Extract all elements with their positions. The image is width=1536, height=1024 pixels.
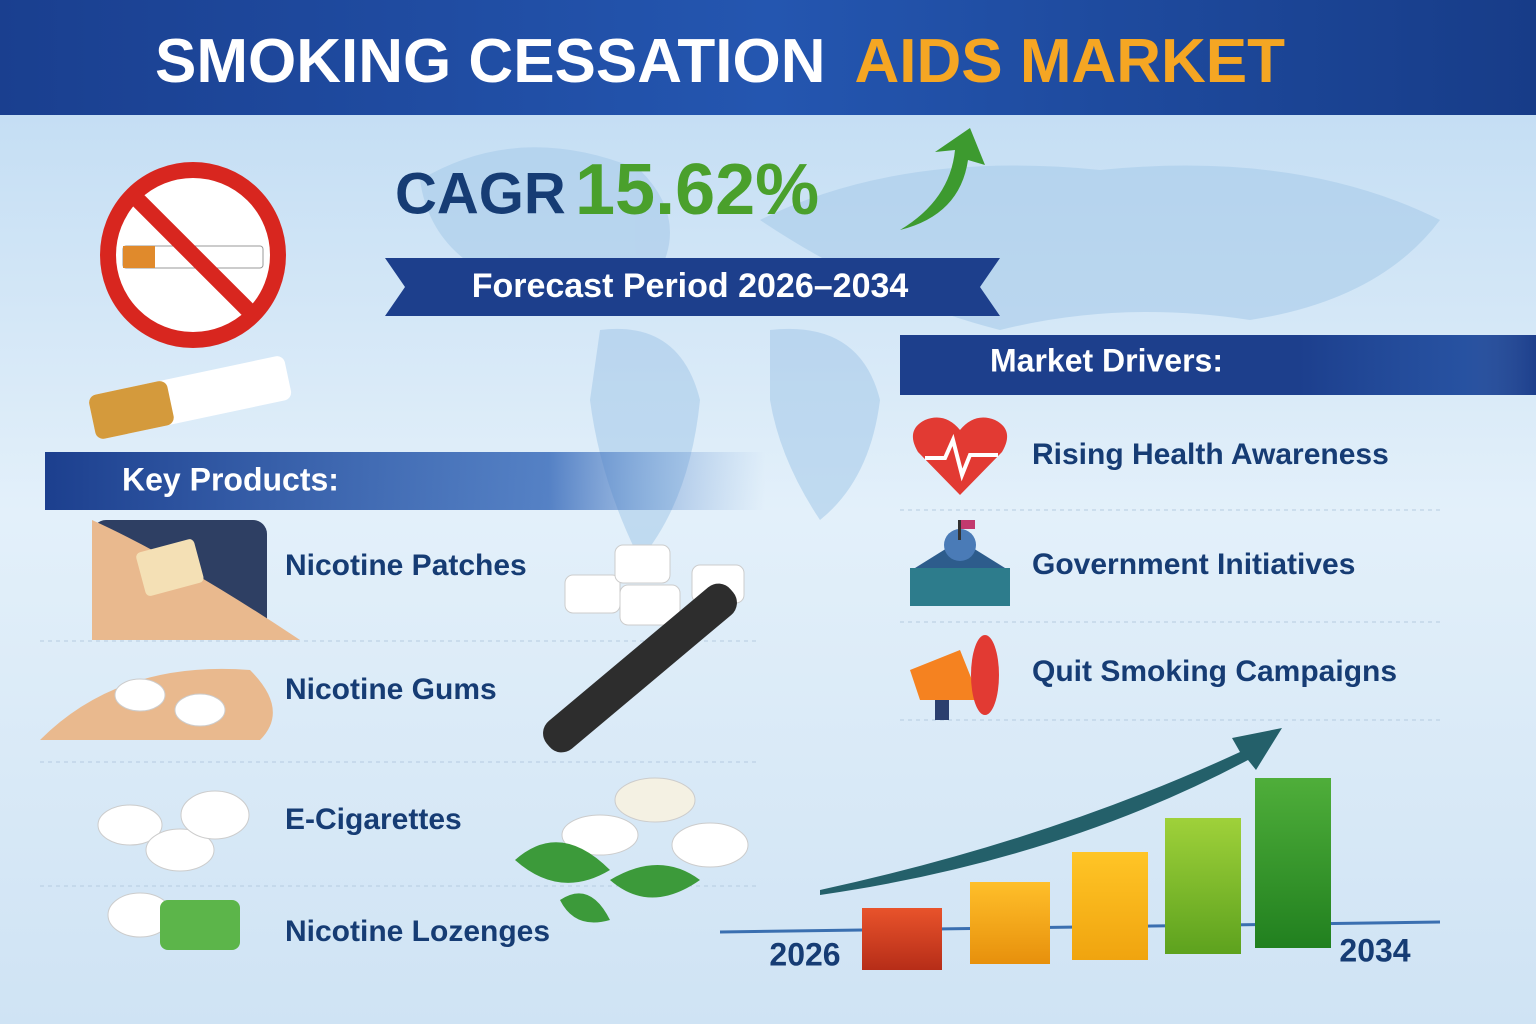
driver-item: Quit Smoking Campaigns	[1032, 655, 1397, 688]
cagr-value: 15.62%	[575, 150, 819, 230]
banner-fade	[1300, 335, 1536, 395]
chart-start-label: 2026	[769, 936, 840, 972]
section-banner	[45, 452, 765, 510]
chart-end-label: 2034	[1339, 932, 1410, 968]
product-item: Nicotine Gums	[285, 673, 497, 706]
growth-illustration	[719, 728, 1441, 970]
header-bar	[0, 0, 1536, 115]
driver-icons	[910, 417, 1010, 720]
driver-item: Government Initiatives	[1032, 548, 1355, 581]
product-item: E-Cigarettes	[285, 803, 462, 836]
product-item: Nicotine Lozenges	[285, 915, 550, 948]
growth-arrow	[900, 128, 985, 230]
section-heading: Market Drivers:	[990, 342, 1223, 378]
cagr-label: CAGR	[395, 161, 566, 226]
broken-cigarette	[89, 356, 292, 439]
product-item: Nicotine Patches	[285, 549, 527, 582]
product-icons	[40, 520, 749, 950]
title-main: SMOKING CESSATION	[155, 27, 826, 96]
no-smoking-icon	[100, 162, 286, 348]
title-highlight: AIDS MARKET	[854, 27, 1285, 96]
section-heading: Key Products:	[122, 461, 339, 497]
title: SMOKING CESSATION AIDS MARKET	[155, 27, 1285, 96]
forecast-period: Forecast Period 2026–2034	[472, 267, 909, 305]
forecast-ribbon	[385, 258, 1000, 316]
driver-item: Rising Health Awareness	[1032, 438, 1389, 471]
